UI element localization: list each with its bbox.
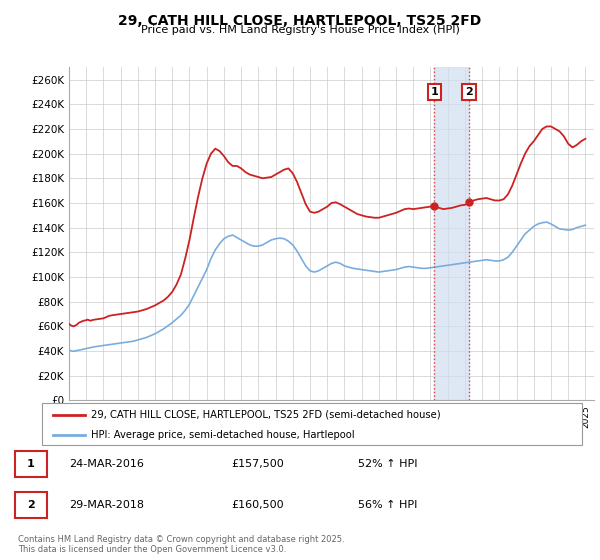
Text: 2: 2 (27, 500, 35, 510)
FancyBboxPatch shape (15, 451, 47, 477)
Text: 24-MAR-2016: 24-MAR-2016 (70, 459, 145, 469)
Text: HPI: Average price, semi-detached house, Hartlepool: HPI: Average price, semi-detached house,… (91, 430, 354, 440)
Text: 2: 2 (465, 87, 473, 97)
Text: £157,500: £157,500 (231, 459, 284, 469)
Text: Price paid vs. HM Land Registry's House Price Index (HPI): Price paid vs. HM Land Registry's House … (140, 25, 460, 35)
Text: 56% ↑ HPI: 56% ↑ HPI (358, 500, 417, 510)
Text: £160,500: £160,500 (231, 500, 284, 510)
Text: 29, CATH HILL CLOSE, HARTLEPOOL, TS25 2FD: 29, CATH HILL CLOSE, HARTLEPOOL, TS25 2F… (118, 14, 482, 28)
Text: 52% ↑ HPI: 52% ↑ HPI (358, 459, 417, 469)
Text: 29-MAR-2018: 29-MAR-2018 (70, 500, 145, 510)
Text: 1: 1 (431, 87, 439, 97)
FancyBboxPatch shape (15, 492, 47, 518)
Text: 29, CATH HILL CLOSE, HARTLEPOOL, TS25 2FD (semi-detached house): 29, CATH HILL CLOSE, HARTLEPOOL, TS25 2F… (91, 409, 440, 419)
Text: 1: 1 (27, 459, 35, 469)
Bar (434, 67, 469, 400)
FancyBboxPatch shape (42, 403, 582, 445)
Text: Contains HM Land Registry data © Crown copyright and database right 2025.
This d: Contains HM Land Registry data © Crown c… (18, 535, 344, 554)
